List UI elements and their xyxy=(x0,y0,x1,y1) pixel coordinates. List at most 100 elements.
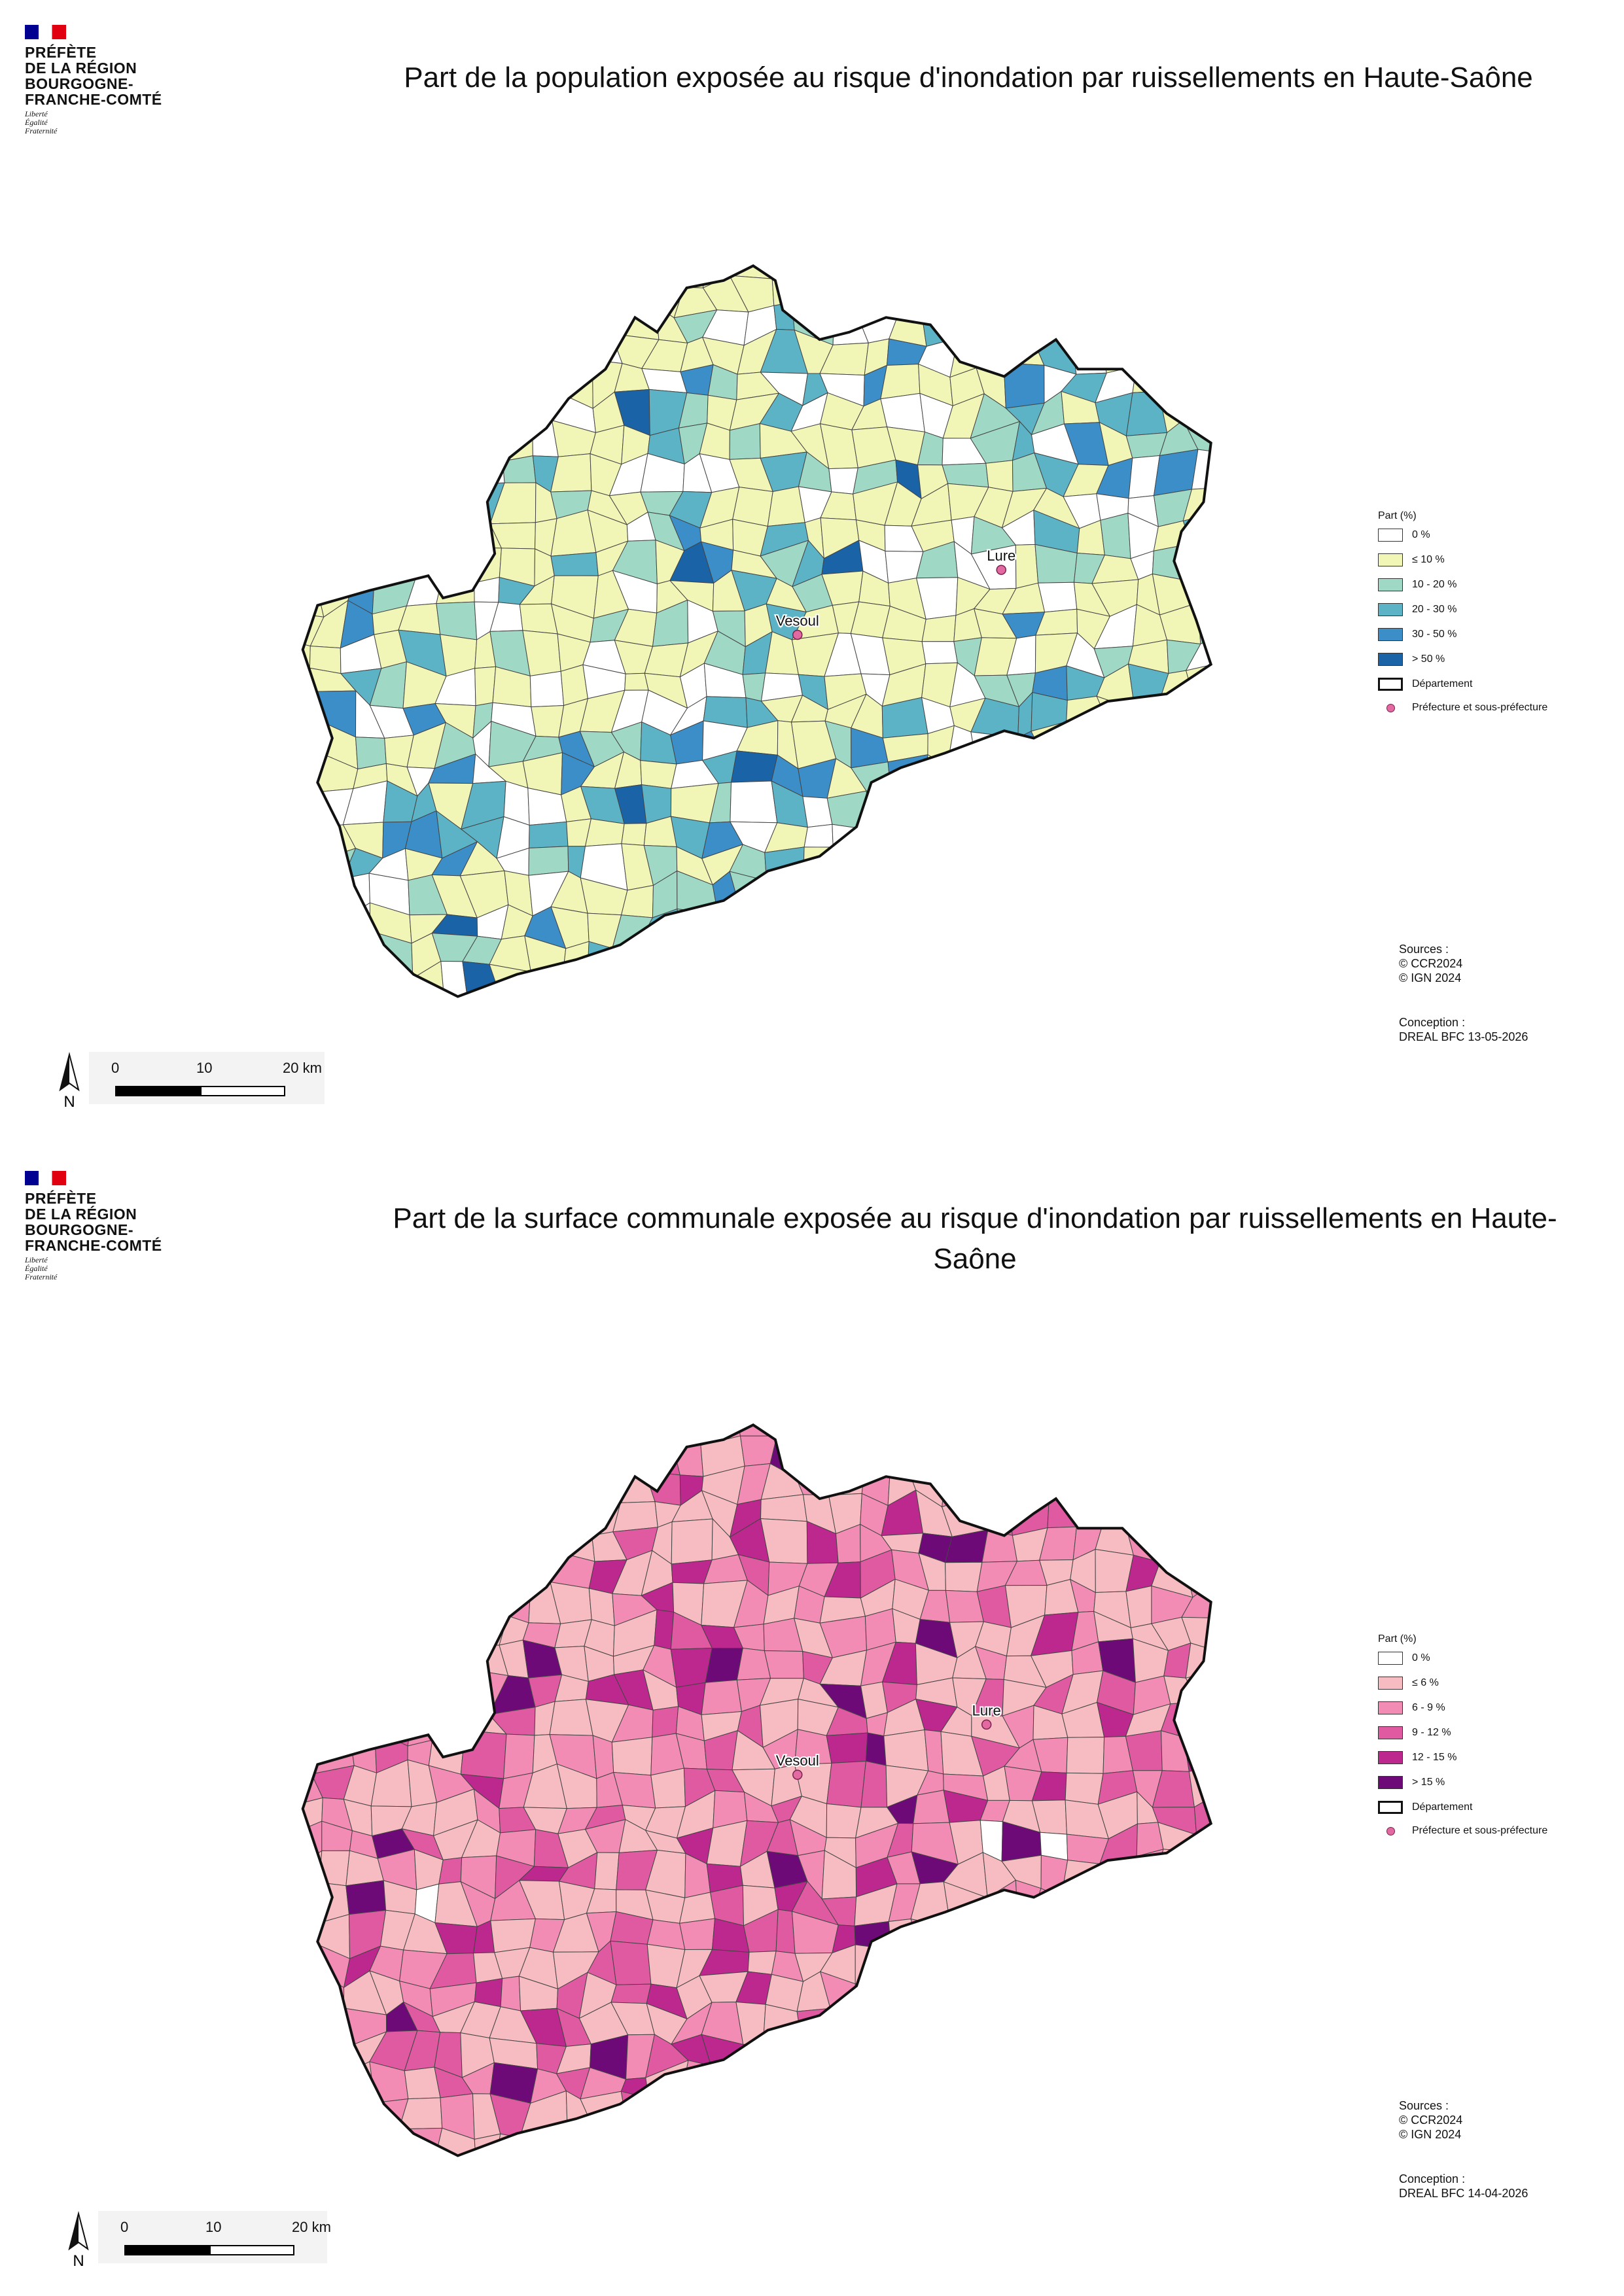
commune xyxy=(624,672,649,691)
commune xyxy=(1211,1649,1259,1675)
commune xyxy=(381,1638,412,1684)
commune xyxy=(609,271,656,316)
commune xyxy=(888,853,928,886)
commune xyxy=(614,1428,648,1476)
commune xyxy=(406,2161,438,2193)
commune xyxy=(1221,1491,1244,1536)
commune xyxy=(377,1431,417,1476)
commune xyxy=(1154,266,1200,286)
commune xyxy=(1099,1425,1130,1442)
commune xyxy=(864,843,890,886)
commune xyxy=(1252,1703,1282,1735)
commune xyxy=(909,873,959,918)
map: Vesoul Lure xyxy=(301,264,1308,1070)
commune xyxy=(1210,1618,1211,1651)
city-marker xyxy=(792,1769,803,1780)
scale-label: 20 km xyxy=(283,1060,322,1076)
commune xyxy=(802,846,838,886)
commune xyxy=(1225,1762,1250,1792)
commune xyxy=(881,2162,920,2190)
commune xyxy=(496,2157,535,2197)
commune xyxy=(855,1983,881,2015)
commune xyxy=(1033,843,1080,890)
commune xyxy=(1150,1882,1191,1919)
commune xyxy=(955,2161,985,2189)
commune xyxy=(342,2127,386,2156)
commune xyxy=(1160,307,1201,342)
commune xyxy=(310,1488,350,1536)
commune xyxy=(1010,1978,1043,2013)
commune xyxy=(382,516,410,550)
legend-swatch xyxy=(1378,628,1403,641)
commune xyxy=(302,995,323,997)
commune xyxy=(646,2150,689,2156)
commune xyxy=(1094,2032,1138,2080)
commune xyxy=(879,1979,921,2015)
commune xyxy=(374,540,419,581)
commune xyxy=(530,971,564,997)
commune xyxy=(1275,817,1308,846)
commune xyxy=(1133,341,1169,378)
scale-label: 20 km xyxy=(292,2219,331,2235)
commune xyxy=(1246,2003,1287,2049)
commune xyxy=(1252,905,1277,948)
commune xyxy=(640,759,677,789)
commune xyxy=(322,1027,358,1070)
commune xyxy=(339,516,384,555)
commune xyxy=(1246,580,1286,616)
commune xyxy=(1154,278,1200,318)
city-marker xyxy=(792,629,803,640)
city-label: Vesoul xyxy=(776,613,819,629)
commune xyxy=(1250,345,1285,371)
commune xyxy=(1009,266,1040,289)
commune xyxy=(1072,1462,1107,1507)
commune xyxy=(1159,943,1199,968)
commune xyxy=(302,401,326,430)
commune xyxy=(402,1469,446,1501)
commune xyxy=(747,1951,777,1975)
commune xyxy=(1006,298,1036,338)
commune xyxy=(314,277,346,310)
commune xyxy=(826,2134,864,2156)
commune xyxy=(555,308,594,343)
commune xyxy=(1156,1987,1190,2019)
commune xyxy=(1121,1911,1171,1953)
commune xyxy=(1250,1650,1282,1678)
commune xyxy=(302,1555,320,1580)
commune xyxy=(1100,1972,1139,2020)
commune xyxy=(319,995,353,997)
commune xyxy=(883,2127,914,2156)
commune xyxy=(500,1975,521,2011)
commune xyxy=(321,2046,348,2078)
legend-dot xyxy=(1386,1827,1395,1835)
commune xyxy=(1012,2093,1050,2140)
commune xyxy=(1153,449,1199,496)
commune xyxy=(1101,1488,1131,1528)
commune xyxy=(302,875,327,911)
commune xyxy=(826,2098,856,2140)
commune xyxy=(610,2122,647,2156)
commune xyxy=(921,641,958,665)
commune xyxy=(1276,1580,1316,1626)
logo-text: DE LA RÉGION xyxy=(25,60,137,77)
commune xyxy=(1252,1923,1280,1953)
commune xyxy=(1091,303,1134,342)
commune xyxy=(1006,888,1046,916)
commune xyxy=(302,1977,328,2008)
commune xyxy=(1010,2188,1048,2225)
commune xyxy=(340,1638,387,1680)
commune xyxy=(302,905,324,936)
commune xyxy=(1101,1465,1131,1504)
commune xyxy=(941,1037,983,1069)
commune xyxy=(764,961,808,997)
commune xyxy=(1037,1950,1067,1980)
commune xyxy=(611,1425,653,1436)
commune xyxy=(1246,549,1286,585)
commune xyxy=(460,1730,507,1779)
commune xyxy=(1040,2066,1070,2108)
commune xyxy=(584,818,625,847)
commune xyxy=(1283,1860,1311,1894)
commune xyxy=(302,724,328,757)
commune xyxy=(1181,761,1211,790)
commune xyxy=(1039,1978,1080,2013)
